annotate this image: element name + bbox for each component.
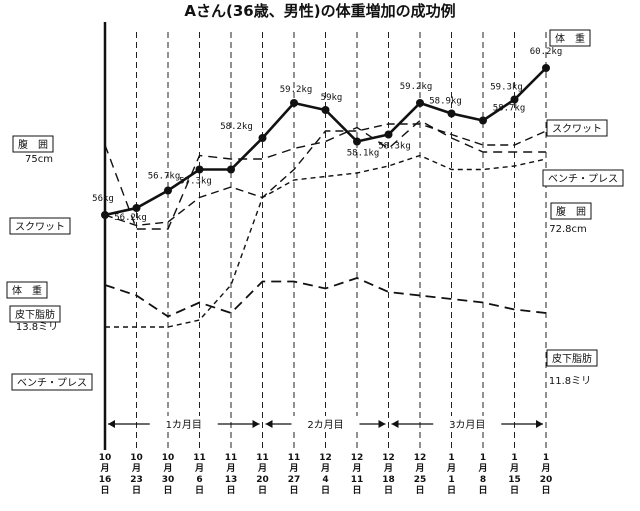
- end-label-box: [550, 202, 592, 220]
- start-label: 皮下脂肪: [15, 308, 55, 321]
- weight-point: [321, 106, 330, 114]
- series-line: [104, 123, 547, 227]
- period-label-bg: [435, 416, 500, 432]
- end-label: 皮下脂肪: [552, 352, 592, 365]
- x-tick-label: 10 月 16 日: [99, 453, 112, 496]
- series-line: [104, 119, 546, 230]
- weight-point: [195, 165, 204, 174]
- weight-point: [542, 64, 550, 72]
- x-tick-label: 12 月 25 日: [414, 453, 427, 496]
- data-label: 59kg: [321, 93, 343, 103]
- start-label: 体 重: [12, 284, 42, 297]
- weight-point: [132, 204, 141, 212]
- period-label-bg: [151, 416, 216, 432]
- period-label: 3カ月目: [449, 419, 485, 431]
- data-label: 60.2kg: [530, 47, 563, 57]
- start-label-box: [9, 305, 61, 323]
- period-label-bg: [293, 416, 358, 432]
- data-label: 57.3kg: [179, 177, 212, 187]
- weight-point: [510, 95, 519, 104]
- end-value: 72.8cm: [549, 224, 587, 235]
- start-label-box: [6, 281, 48, 299]
- period-markers: 1カ月目 2カ月目 3カ月目: [108, 416, 543, 432]
- weight-point: [384, 130, 393, 139]
- data-label: 59.3kg: [490, 83, 523, 93]
- x-tick-label: 11 月 20 日: [256, 453, 269, 496]
- data-label: 58.3kg: [378, 142, 411, 152]
- weight-point: [101, 211, 109, 219]
- x-tick-label: 11 月 13 日: [225, 453, 238, 496]
- x-tick-label: 11 月 27 日: [288, 453, 301, 496]
- start-label-box: [12, 135, 54, 153]
- end-label: ベンチ・プレス: [548, 173, 618, 185]
- x-axis-ticks: 10 月 16 日 10 月 23 日 10 月 30 日 11 月 6 日 11 月 13 日 11 月 20 日 11 月 27…: [99, 453, 553, 496]
- end-label: 体 重: [555, 32, 585, 45]
- chart-title: Aさん(36歳、男性)の体重増加の成功例: [184, 2, 455, 20]
- start-label-box: [9, 217, 71, 235]
- end-label-box: [546, 119, 608, 137]
- weight-point: [290, 99, 298, 107]
- period-label: 2カ月目: [307, 419, 343, 431]
- data-label: 59.2kg: [400, 82, 433, 92]
- data-label: 56kg: [92, 194, 114, 204]
- end-label-box: [549, 29, 591, 47]
- data-label: 58.2kg: [220, 122, 253, 132]
- period-arrowhead: [265, 420, 273, 428]
- start-label: 腹 囲: [18, 138, 48, 151]
- end-label: 腹 囲: [556, 205, 586, 218]
- start-label: ベンチ・プレス: [17, 377, 87, 389]
- period-label: 1カ月目: [166, 419, 202, 431]
- end-label-box: [542, 169, 624, 187]
- start-label-box: [11, 373, 93, 391]
- start-value: 13.8ミリ: [16, 322, 58, 333]
- weight-point: [164, 186, 172, 195]
- start-value: 75cm: [25, 154, 53, 165]
- weight-point: [353, 137, 361, 146]
- x-tick-label: 11 月 6 日: [193, 453, 206, 496]
- end-label-box: [546, 349, 598, 367]
- end-value: 11.8ミリ: [549, 376, 591, 387]
- data-label: 56.2kg: [114, 213, 147, 223]
- series-line: [105, 154, 547, 328]
- weight-point: [447, 109, 456, 118]
- data-label: 59.2kg: [280, 85, 313, 95]
- period-arrowhead: [391, 420, 399, 428]
- end-label: スクワット: [552, 123, 602, 135]
- data-label: 58.1kg: [347, 149, 380, 159]
- x-tick-label: 12 月 18 日: [382, 453, 395, 496]
- weight-point: [479, 116, 487, 125]
- series-line: [104, 277, 547, 318]
- x-tick-label: 12 月 4 日: [319, 453, 332, 496]
- start-label: スクワット: [15, 221, 65, 233]
- data-label: 58.7kg: [493, 104, 526, 114]
- x-tick-label: 10 月 30 日: [162, 453, 175, 496]
- x-tick-label: 12 月 11 日: [351, 453, 364, 496]
- period-arrowhead: [378, 420, 386, 428]
- period-arrowhead: [108, 420, 115, 428]
- data-label: 56.7kg: [148, 172, 181, 182]
- weight-point: [227, 165, 235, 174]
- x-tick-label: 1 月 20 日: [540, 453, 553, 496]
- x-tick-label: 1 月 15 日: [508, 453, 521, 496]
- period-arrowhead: [536, 420, 543, 428]
- weight-point: [258, 134, 267, 142]
- period-arrowhead: [252, 420, 260, 428]
- x-tick-label: 10 月 23 日: [130, 453, 143, 496]
- data-label: 58.9kg: [429, 97, 462, 107]
- weight-point: [416, 99, 424, 107]
